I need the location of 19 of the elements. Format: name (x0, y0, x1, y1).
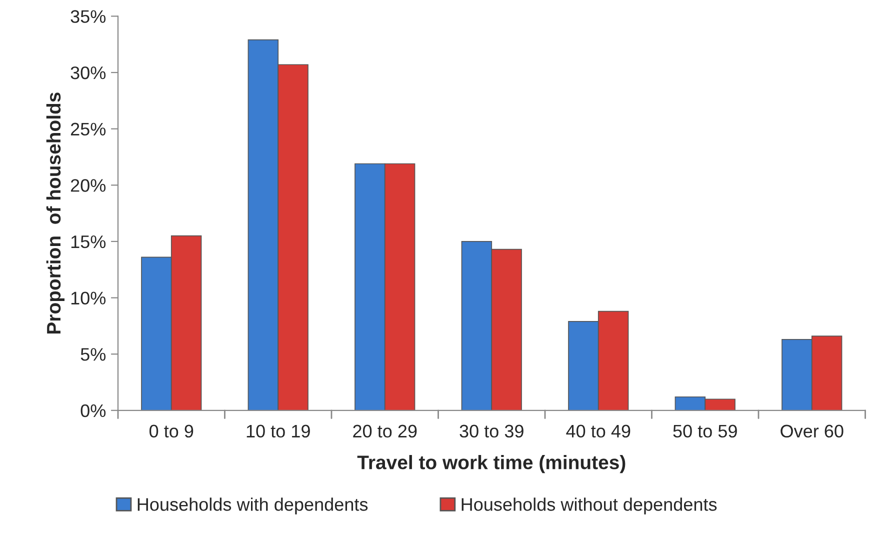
legend-label: Households without dependents (462, 498, 717, 514)
y-tick-label: 30% (70, 66, 106, 80)
x-tick-label: Over 60 (780, 424, 844, 438)
y-tick-label: 20% (70, 179, 106, 192)
y-tick-label: 10% (71, 292, 106, 304)
legend-label: Households with dependents (138, 498, 368, 514)
x-axis-title: Travel to work time (minutes) (357, 455, 626, 474)
y-tick-label: 25% (70, 122, 106, 136)
x-tick-label: 10 to 19 (246, 424, 310, 438)
y-tick-label: 35% (70, 10, 106, 23)
x-tick-label: 50 to 59 (673, 424, 737, 438)
y-tick-label: 5% (80, 348, 106, 361)
y-tick-label: 15% (71, 235, 106, 248)
y-tick-label: 0% (80, 404, 106, 418)
x-tick-label: 0 to 9 (149, 424, 194, 438)
y-axis-title: Proportion of households (46, 92, 64, 334)
x-tick-label: 40 to 49 (566, 424, 630, 438)
x-tick-label: 30 to 39 (460, 424, 524, 438)
x-tick-label: 20 to 29 (353, 424, 417, 438)
